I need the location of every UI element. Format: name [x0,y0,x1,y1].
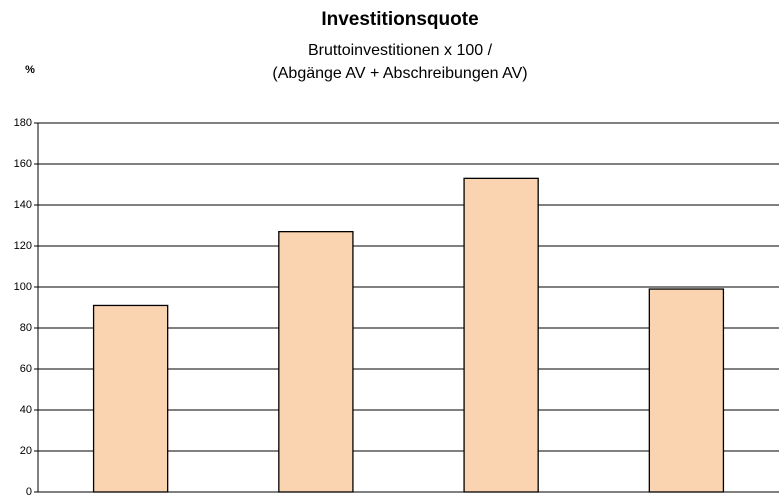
y-tick-label: 60 [20,363,32,375]
y-tick-label: 180 [14,117,32,129]
y-tick-label: 20 [20,445,32,457]
y-tick-label: 40 [20,404,32,416]
bar [648,288,725,493]
bar [463,177,539,493]
y-tick-label: 120 [14,240,32,252]
bar [92,304,169,493]
y-tick-label: 160 [14,158,32,170]
y-tick-label: 0 [26,486,32,495]
y-tick-label: 80 [20,322,32,334]
chart-title: Investitionsquote [321,9,478,30]
chart-subtitle: Bruttoinvestitionen x 100 / [308,42,493,59]
y-tick-label: 140 [14,199,32,211]
y-tick-label: 100 [14,281,32,293]
bar [278,230,354,493]
y-axis-label: % [25,64,35,76]
chart-subtitle: (Abgänge AV + Abschreibungen AV) [272,65,527,82]
